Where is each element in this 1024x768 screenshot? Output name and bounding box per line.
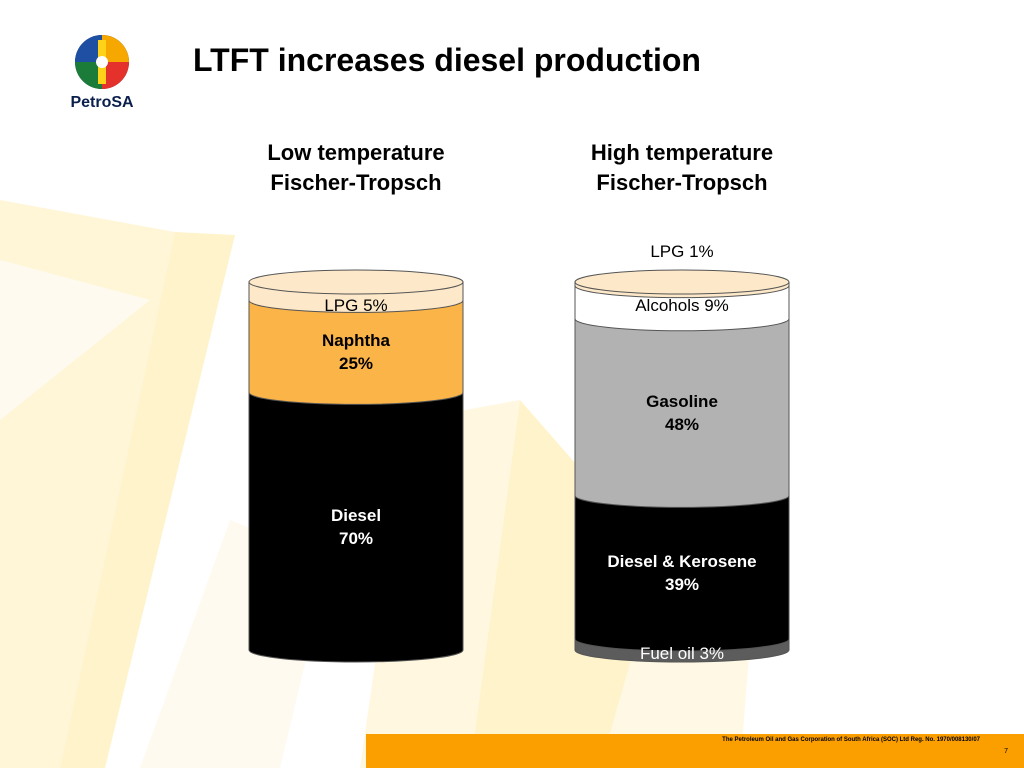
page-number: 7 [1004, 748, 1008, 755]
label-value: 70% [338, 529, 374, 549]
heading-line: Fischer-Tropsch [596, 170, 768, 195]
label-name: Naphtha [322, 331, 390, 351]
label-name: Diesel [330, 506, 382, 526]
cylinder-graphic [248, 269, 464, 663]
cylinder-low-temperature: LPG 5% Naphtha 25% Diesel 70% [236, 220, 476, 680]
label-lpg: LPG 1% [650, 241, 714, 261]
cylinder-high-temperature: LPG 1% Alcohols 9% Gasoline 48% Diesel & Ker… [562, 220, 802, 680]
segment-naphtha [248, 299, 464, 405]
label-gasoline: Gasoline 48% [575, 390, 789, 436]
label-value: 48% [664, 415, 700, 435]
label-value: 25% [338, 354, 374, 374]
footer-company: The Petroleum Oil and Gas Corporation of… [722, 737, 980, 743]
label-alcohols: Alcohols 9% [635, 295, 729, 315]
label-name: Diesel & Kerosene [607, 552, 757, 572]
heading-high-temperature: High temperature Fischer-Tropsch [532, 138, 832, 198]
heading-low-temperature: Low temperature Fischer-Tropsch [206, 138, 506, 198]
segment-diesel-kerosene [574, 494, 790, 652]
segment-gasoline [574, 318, 790, 508]
cylinder-top [248, 269, 464, 295]
slide-title: LTFT increases diesel production [193, 42, 701, 78]
label-diesel-kerosene: Diesel & Kerosene 39% [575, 550, 789, 596]
segment-diesel [248, 391, 464, 663]
footer-bar: The Petroleum Oil and Gas Corporation of… [366, 734, 1024, 768]
label-fuel-oil: Fuel oil 3% [639, 643, 725, 663]
logo-text: PetroSA [70, 94, 134, 111]
label-naphtha: Naphtha 25% [249, 329, 463, 375]
label-name: Gasoline [646, 392, 718, 412]
heading-line: Low temperature [267, 140, 445, 165]
cylinder-graphic [574, 269, 790, 663]
heading-line: Fischer-Tropsch [270, 170, 442, 195]
label-diesel: Diesel 70% [249, 504, 463, 550]
label-lpg: LPG 5% [324, 295, 388, 315]
petrosa-logo-mark [75, 35, 129, 89]
petrosa-logo: PetroSA [64, 34, 140, 124]
label-value: 39% [664, 575, 700, 595]
heading-line: High temperature [590, 140, 774, 165]
segment-alcohols [574, 285, 790, 332]
cylinder-top [574, 269, 790, 295]
